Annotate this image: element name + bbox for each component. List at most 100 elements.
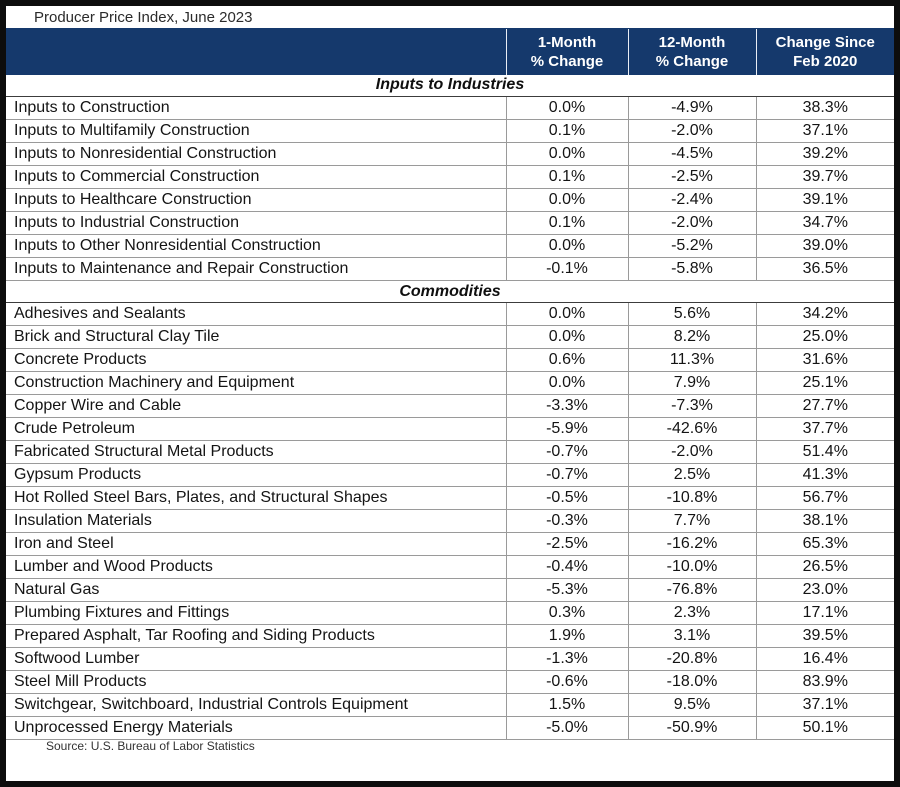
row-value: 0.0% <box>505 142 628 166</box>
row-value: 0.6% <box>505 348 628 372</box>
row-value: 0.0% <box>505 325 628 349</box>
row-value: 38.3% <box>755 96 894 120</box>
row-label: Inputs to Maintenance and Repair Constru… <box>6 257 506 281</box>
row-value: -0.1% <box>505 257 628 281</box>
row-value: 0.0% <box>505 302 628 326</box>
row-value: 41.3% <box>755 463 894 487</box>
row-value: 39.0% <box>755 234 894 258</box>
row-label: Concrete Products <box>6 348 506 372</box>
row-label: Insulation Materials <box>6 509 506 533</box>
row-label: Fabricated Structural Metal Products <box>6 440 506 464</box>
row-label: Inputs to Other Nonresidential Construct… <box>6 234 506 258</box>
row-label: Adhesives and Sealants <box>6 302 506 326</box>
row-value: 37.1% <box>755 693 894 717</box>
table-row: Inputs to Construction 0.0% -4.9% 38.3% <box>6 96 894 120</box>
row-value: 0.1% <box>505 119 628 143</box>
row-value: 2.5% <box>627 463 756 487</box>
row-label: Construction Machinery and Equipment <box>6 371 506 395</box>
row-value: 0.1% <box>505 165 628 189</box>
row-label: Inputs to Industrial Construction <box>6 211 506 235</box>
row-value: -4.5% <box>627 142 756 166</box>
row-value: -76.8% <box>627 578 756 602</box>
table-row: Inputs to Maintenance and Repair Constru… <box>6 257 894 281</box>
row-label: Natural Gas <box>6 578 506 602</box>
table-row: Copper Wire and Cable -3.3% -7.3% 27.7% <box>6 394 894 418</box>
table-row: Gypsum Products -0.7% 2.5% 41.3% <box>6 463 894 487</box>
row-value: 51.4% <box>755 440 894 464</box>
row-label: Inputs to Healthcare Construction <box>6 188 506 212</box>
row-label: Unprocessed Energy Materials <box>6 716 506 740</box>
row-value: 1.5% <box>505 693 628 717</box>
row-value: -1.3% <box>505 647 628 671</box>
table-row: Softwood Lumber -1.3% -20.8% 16.4% <box>6 647 894 671</box>
row-value: 9.5% <box>627 693 756 717</box>
table-row: Fabricated Structural Metal Products -0.7… <box>6 440 894 464</box>
row-label: Copper Wire and Cable <box>6 394 506 418</box>
section-header-row: Commodities <box>6 280 894 303</box>
row-label: Iron and Steel <box>6 532 506 556</box>
table-row: Insulation Materials -0.3% 7.7% 38.1% <box>6 509 894 533</box>
page-title: Producer Price Index, June 2023 <box>6 6 894 28</box>
row-value: 83.9% <box>755 670 894 694</box>
row-value: -0.4% <box>505 555 628 579</box>
table-row: Construction Machinery and Equipment 0.0%… <box>6 371 894 395</box>
row-label: Inputs to Nonresidential Construction <box>6 142 506 166</box>
row-value: -3.3% <box>505 394 628 418</box>
row-value: 37.7% <box>755 417 894 441</box>
row-value: -5.2% <box>627 234 756 258</box>
row-value: -42.6% <box>627 417 756 441</box>
row-value: 34.7% <box>755 211 894 235</box>
section-label: Commodities <box>6 280 894 303</box>
row-value: 2.3% <box>627 601 756 625</box>
row-label: Inputs to Multifamily Construction <box>6 119 506 143</box>
header-empty-cell <box>6 28 506 75</box>
table-row: Inputs to Commercial Construction 0.1% -2.… <box>6 165 894 189</box>
row-value: 8.2% <box>627 325 756 349</box>
row-value: -2.0% <box>627 211 756 235</box>
row-value: -2.5% <box>627 165 756 189</box>
header-change-since: Change Since Feb 2020 <box>755 28 894 75</box>
row-value: -10.0% <box>627 555 756 579</box>
row-label: Gypsum Products <box>6 463 506 487</box>
row-label: Inputs to Construction <box>6 96 506 120</box>
row-value: -7.3% <box>627 394 756 418</box>
row-value: 36.5% <box>755 257 894 281</box>
header-12-month: 12-Month % Change <box>627 28 756 75</box>
row-value: 16.4% <box>755 647 894 671</box>
row-value: 0.0% <box>505 371 628 395</box>
table-row: Inputs to Healthcare Construction 0.0% -2.… <box>6 188 894 212</box>
row-value: 39.7% <box>755 165 894 189</box>
row-value: 37.1% <box>755 119 894 143</box>
row-value: 11.3% <box>627 348 756 372</box>
row-value: 56.7% <box>755 486 894 510</box>
row-label: Steel Mill Products <box>6 670 506 694</box>
row-value: -5.9% <box>505 417 628 441</box>
row-value: 0.0% <box>505 234 628 258</box>
row-value: -0.6% <box>505 670 628 694</box>
row-value: 7.7% <box>627 509 756 533</box>
row-value: 0.3% <box>505 601 628 625</box>
row-label: Lumber and Wood Products <box>6 555 506 579</box>
row-value: 50.1% <box>755 716 894 740</box>
row-label: Brick and Structural Clay Tile <box>6 325 506 349</box>
table-row: Natural Gas -5.3% -76.8% 23.0% <box>6 578 894 602</box>
ppi-table: 1-Month % Change 12-Month % Change Chang… <box>6 28 894 740</box>
row-label: Crude Petroleum <box>6 417 506 441</box>
row-label: Inputs to Commercial Construction <box>6 165 506 189</box>
table-row: Inputs to Multifamily Construction 0.1% -2… <box>6 119 894 143</box>
row-value: 34.2% <box>755 302 894 326</box>
row-value: 39.2% <box>755 142 894 166</box>
row-value: -0.7% <box>505 463 628 487</box>
table-row: Hot Rolled Steel Bars, Plates, and Struc… <box>6 486 894 510</box>
row-value: 27.7% <box>755 394 894 418</box>
header-row: 1-Month % Change 12-Month % Change Chang… <box>6 28 894 75</box>
row-value: 39.1% <box>755 188 894 212</box>
row-value: 0.1% <box>505 211 628 235</box>
table-row: Prepared Asphalt, Tar Roofing and Siding… <box>6 624 894 648</box>
row-value: 1.9% <box>505 624 628 648</box>
row-value: 39.5% <box>755 624 894 648</box>
row-label: Softwood Lumber <box>6 647 506 671</box>
table-row: Iron and Steel -2.5% -16.2% 65.3% <box>6 532 894 556</box>
row-value: -20.8% <box>627 647 756 671</box>
table-row: Steel Mill Products -0.6% -18.0% 83.9% <box>6 670 894 694</box>
